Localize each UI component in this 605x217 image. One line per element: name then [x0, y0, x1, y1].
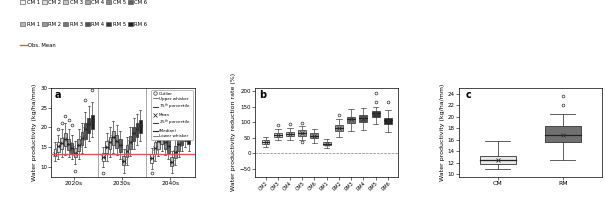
Bar — [384, 118, 392, 124]
Legend: RM 1, RM 2, RM 3, RM 4, RM 5, RM 6: RM 1, RM 2, RM 3, RM 4, RM 5, RM 6 — [18, 20, 149, 29]
Bar — [67, 139, 70, 150]
Bar — [84, 123, 87, 139]
Bar — [164, 136, 166, 149]
Bar — [171, 157, 173, 166]
Bar — [116, 135, 118, 148]
Bar — [347, 117, 355, 123]
Bar — [87, 118, 90, 133]
Legend: Outlier, Upper whisker, 75$^{th}$ percentile, Mean, 25$^{th}$ percentile, (Media: Outlier, Upper whisker, 75$^{th}$ percen… — [151, 90, 193, 140]
Bar — [180, 131, 183, 145]
Bar — [80, 132, 83, 145]
Bar — [371, 111, 379, 117]
Bar — [322, 142, 331, 145]
Bar — [174, 146, 177, 158]
Bar — [480, 156, 515, 164]
Bar — [261, 140, 269, 144]
Bar — [77, 139, 80, 151]
Bar — [359, 115, 367, 122]
Bar — [109, 137, 111, 149]
Y-axis label: Water productivity reduction rate (%): Water productivity reduction rate (%) — [232, 73, 237, 191]
Bar — [184, 128, 187, 141]
Bar — [60, 138, 64, 149]
Bar — [335, 125, 343, 131]
Legend: Obs. Mean: Obs. Mean — [18, 41, 58, 50]
Bar — [154, 142, 156, 154]
Bar — [119, 139, 122, 152]
Bar — [105, 141, 108, 153]
Bar — [177, 137, 180, 151]
Bar — [112, 131, 115, 145]
Bar — [64, 133, 67, 146]
Bar — [150, 154, 153, 163]
Bar — [310, 133, 318, 138]
Bar — [160, 131, 163, 144]
Bar — [54, 149, 56, 156]
Bar — [71, 143, 73, 153]
Bar — [167, 140, 170, 153]
Bar — [139, 120, 142, 133]
Bar — [286, 132, 294, 136]
Bar — [157, 136, 160, 149]
Bar — [132, 127, 135, 141]
Text: b: b — [260, 90, 266, 100]
Text: a: a — [54, 90, 60, 100]
Bar — [274, 133, 282, 136]
Y-axis label: Water productivity (kg/ha/mm): Water productivity (kg/ha/mm) — [33, 84, 38, 181]
Bar — [125, 145, 128, 157]
Bar — [298, 130, 306, 136]
Bar — [91, 115, 94, 129]
Text: c: c — [466, 90, 471, 100]
Bar — [102, 153, 105, 161]
Bar — [74, 148, 77, 157]
Legend: CM 1, CM 2, CM 3, CM 4, CM 5, CM 6: CM 1, CM 2, CM 3, CM 4, CM 5, CM 6 — [18, 0, 149, 7]
Y-axis label: Water productivity (kg/ha/mm): Water productivity (kg/ha/mm) — [440, 84, 445, 181]
Bar — [545, 126, 581, 142]
Bar — [129, 136, 132, 149]
Bar — [57, 142, 60, 152]
Bar — [122, 156, 125, 165]
Bar — [136, 123, 139, 137]
Bar — [188, 131, 190, 144]
